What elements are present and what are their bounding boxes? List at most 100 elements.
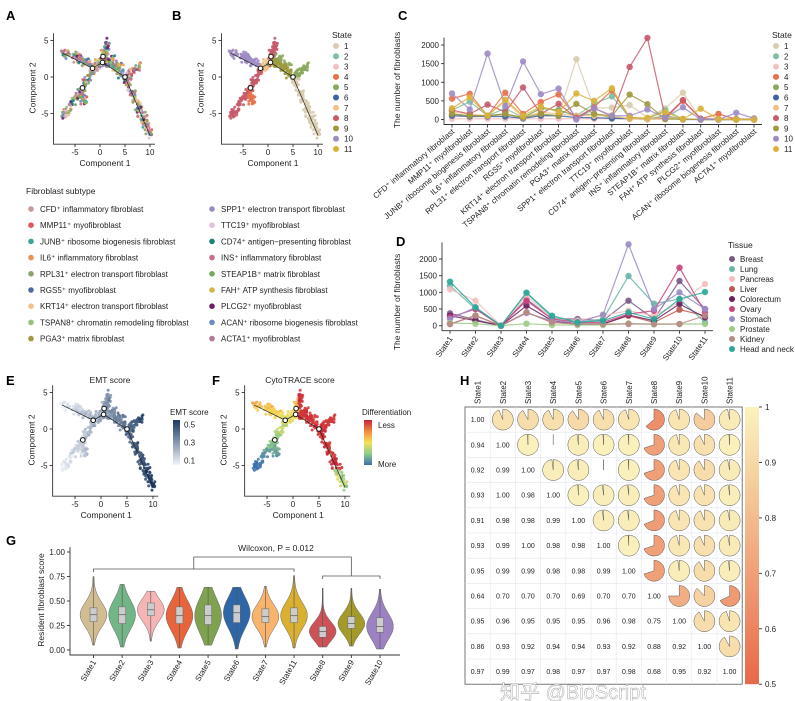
panel-f-axes [244,385,351,497]
state-legend-swatch [333,146,339,152]
panel-b-branch-node [267,59,274,66]
panel-c-data-point [679,115,687,123]
panel-c-data-point [679,96,687,104]
panel-a-cell-point [70,102,74,106]
panel-c-ytick-label: 2000 [421,41,439,50]
panel-f-cell-point [262,454,266,458]
correlation-value: 0.64 [471,594,485,601]
correlation-pie [668,484,690,506]
correlation-pie [668,434,690,456]
panel-a-ytick-label: 0 [44,73,49,82]
panel-c-data-point [733,109,740,116]
panel-e-cell-point [144,474,148,478]
panel-d-data-point [599,311,607,318]
correlation-pie [567,459,590,481]
panel-f-cell-point [264,412,268,416]
correlation-value: 0.99 [546,518,560,525]
panel-b-cell-point [244,96,248,100]
emt-title: EMT score [90,375,131,385]
subtype-legend-swatch [209,303,215,310]
panel-e-cell-point [74,402,78,406]
panel-b-cell-point [313,118,317,122]
tissue-legend-label: Liver [740,285,758,294]
panel-b-cell-point [246,56,250,59]
panel-b-cell-point [249,78,253,82]
subtype-legend-swatch [209,222,215,228]
correlation-value: 0.94 [471,442,485,449]
panel-a-cell-point [63,113,67,117]
state-legend-swatch [333,125,339,132]
correlation-pie [718,509,741,532]
c-legend-label: 10 [784,135,793,144]
c-legend-swatch [773,84,779,91]
panel-a-cell-point [83,101,87,105]
panel-f-cell-point [333,453,337,457]
panel-f-cell-point [273,444,277,448]
g-ytick-label: 0.50 [49,597,65,606]
panel-b-cell-point [281,54,285,58]
panel-a-cell-point [74,103,77,107]
correlation-value: 1.00 [572,518,586,525]
violin-box [261,608,270,623]
panel-a-cell-point [74,50,78,54]
panel-e-cell-point [118,428,122,432]
subtype-legend-swatch [28,271,34,277]
panel-a-cell-point [74,91,78,95]
panel-b-axes [221,33,323,145]
panel-f-cell-point [323,435,327,439]
panel-c-data-point [679,89,687,96]
panel-f-cell-point [320,440,324,444]
panel-a-cell-point [83,60,87,64]
correlation-value: 0.96 [597,619,611,626]
panel-f-scatter [241,385,351,500]
panel-e-cell-point [148,470,152,474]
c-legend-label: 4 [784,73,789,82]
panel-f-cell-point [330,420,334,424]
panel-a-cell-point [106,52,110,56]
correlation-pie [643,484,665,506]
panel-a-cell-point [143,110,147,114]
c-legend-swatch [773,53,779,60]
panel-a-cell-point [62,111,66,114]
state-legend-label: 7 [344,104,349,113]
panel-f-cell-point [255,465,259,469]
correlation-pie [618,459,640,481]
panel-c-data-point [626,63,633,71]
panel-f-cell-point [276,453,280,457]
c-legend-label: 3 [784,63,789,72]
panel-f-cell-point [277,447,281,451]
correlation-value: 0.97 [597,669,611,676]
panel-f-cell-point [263,451,267,455]
wilcoxon-annotation: Wilcoxon, P = 0.012 [238,543,314,553]
panel-f-cell-point [281,430,285,434]
panel-a-cell-point [85,95,89,99]
panel-a-cell-point [136,115,140,118]
panel-label-d: D [396,234,405,249]
panel-d-data-point [523,302,530,309]
panel-f-xtick-label: 5 [317,500,322,509]
panel-f-cell-point [258,402,262,406]
panel-b-cell-point [309,122,313,126]
correlation-pie [718,434,741,456]
panel-c-data-point [519,84,527,91]
panel-b-cell-point [249,94,253,98]
correlation-value: 0.99 [496,468,510,475]
emt-colorbar-tick: 0.5 [184,421,196,430]
panel-e-cell-point [124,433,128,436]
panel-f-cell-point [328,460,332,464]
panel-e-cell-point [76,440,80,443]
differentiation-less-label: Less [378,421,395,430]
panel-b-cell-point [309,125,313,129]
panel-label-f: F [212,373,220,388]
panel-f-cell-point [268,440,272,443]
panel-a-cell-point [89,78,93,82]
panel-b-cell-point [274,41,278,45]
tissue-legend-swatch [729,296,735,302]
panel-a-cell-point [81,94,85,98]
correlation-pie [567,484,590,506]
panel-b-cell-point [293,71,297,75]
panel-a-cell-point [134,108,137,112]
correlation-pie [592,509,615,532]
state-legend-label: 6 [344,94,349,103]
panel-a-cell-point [113,54,117,58]
